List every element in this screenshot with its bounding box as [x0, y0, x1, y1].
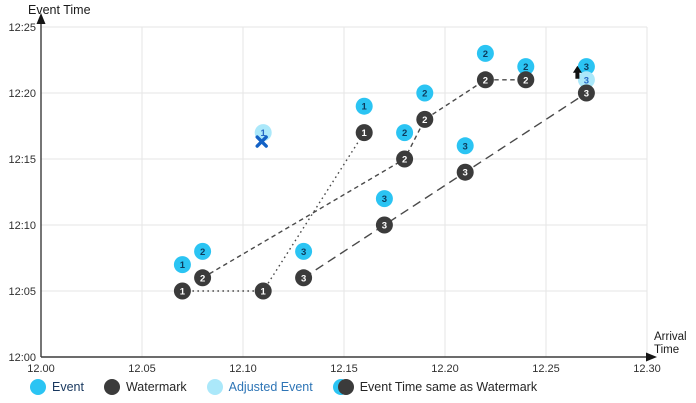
marker-label: 1: [180, 287, 186, 298]
adjusted-marker: [577, 71, 595, 89]
adjusted-event-dot-icon: [206, 379, 223, 395]
event-dot-icon: [30, 379, 46, 395]
event-marker: [517, 58, 535, 76]
watermark-dot-icon: [103, 379, 120, 395]
watermark-line: [202, 79, 526, 279]
marker-label: 2: [523, 62, 528, 73]
marker-label: 3: [584, 62, 589, 73]
legend-item-event-same-as-watermark: Event Time same as Watermark: [332, 379, 538, 395]
marker-label: 2: [422, 115, 427, 126]
watermark-marker: [254, 282, 272, 300]
watermark-marker: [194, 269, 212, 287]
marker-label: 3: [301, 247, 306, 258]
marker-label: 2: [422, 89, 427, 100]
event-marker: [577, 58, 595, 76]
marker-label: 2: [483, 75, 488, 86]
marker-label: 1: [180, 260, 186, 271]
marker-label: 2: [483, 49, 488, 60]
x-tick-label: 12.10: [229, 363, 257, 375]
legend-label-watermark: Watermark: [125, 380, 187, 394]
x-axis-arrow-icon: [646, 352, 657, 362]
watermark-marker: [456, 163, 474, 181]
watermark-marker: [375, 216, 393, 234]
y-tick-label: 12:15: [8, 154, 36, 166]
y-tick-label: 12:10: [8, 220, 36, 232]
x-tick-label: 12.30: [633, 363, 661, 375]
event-marker: [375, 190, 393, 208]
watermark-line: [182, 132, 365, 292]
marker-label: 1: [261, 287, 267, 298]
marker-label: 2: [200, 247, 205, 258]
legend-label-event-same-as-watermark: Event Time same as Watermark: [359, 380, 538, 394]
x-tick-label: 12.00: [27, 363, 55, 375]
watermark-marker: [396, 150, 414, 168]
watermark-line: [303, 92, 587, 279]
marker-label: 3: [382, 194, 387, 205]
adjusted-up-arrow-icon: [572, 65, 582, 79]
marker-label: 3: [463, 168, 468, 179]
marker-label: 2: [200, 273, 205, 284]
y-tick-label: 12:00: [8, 352, 36, 364]
x-axis-title: Arrival Time: [654, 331, 687, 356]
watermark-marker: [476, 71, 494, 89]
event-marker: [295, 242, 313, 260]
legend-label-adjusted-event: Adjusted Event: [228, 380, 313, 394]
watermark-marker: [416, 110, 434, 128]
watermark-marker: [517, 71, 535, 89]
watermark-marker: [577, 84, 595, 102]
event-marker: [476, 44, 494, 62]
legend: Event Watermark Adjusted Event Event Tim…: [30, 379, 537, 395]
watermark-marker: [173, 282, 191, 300]
y-axis-title: Event Time: [28, 3, 91, 17]
marker-label: 2: [523, 75, 528, 86]
marker-label: 2: [402, 128, 407, 139]
marker-label: 3: [463, 141, 468, 152]
event-marker: [173, 256, 191, 274]
event-marker: [416, 84, 434, 102]
x-tick-label: 12.05: [128, 363, 156, 375]
watermark-marker: [355, 124, 373, 142]
y-tick-label: 12:05: [8, 286, 36, 298]
legend-label-event: Event: [52, 380, 84, 394]
x-tick-label: 12.15: [330, 363, 358, 375]
event-marker: [396, 124, 414, 142]
event-marker: [456, 137, 474, 155]
marker-label: 3: [382, 221, 387, 232]
event-watermark-dual-dot-icon: [332, 379, 354, 395]
y-axis-arrow-icon: [36, 13, 46, 24]
marker-label: 2: [402, 155, 407, 166]
watermark-marker: [295, 269, 313, 287]
marker-label: 3: [301, 273, 306, 284]
y-tick-label: 12:20: [8, 88, 36, 100]
legend-item-adjusted-event: Adjusted Event: [206, 379, 313, 395]
marker-label: 1: [261, 128, 267, 139]
marker-label: 3: [584, 75, 589, 86]
marker-label: 1: [362, 128, 368, 139]
event-marker: [355, 97, 373, 115]
legend-item-watermark: Watermark: [103, 379, 187, 395]
x-tick-label: 12.25: [532, 363, 560, 375]
marker-label: 1: [362, 102, 368, 113]
scatter-plot: 12:00 12:05 12:10 12:15 12:20 12:25 12.00 12.05…: [8, 13, 661, 375]
legend-item-event: Event: [30, 379, 84, 395]
y-tick-label: 12:25: [8, 22, 36, 34]
marker-label: 3: [584, 89, 589, 100]
event-marker: [194, 242, 212, 260]
dropped-event-x-icon: [255, 135, 268, 148]
x-tick-label: 12.20: [431, 363, 459, 375]
